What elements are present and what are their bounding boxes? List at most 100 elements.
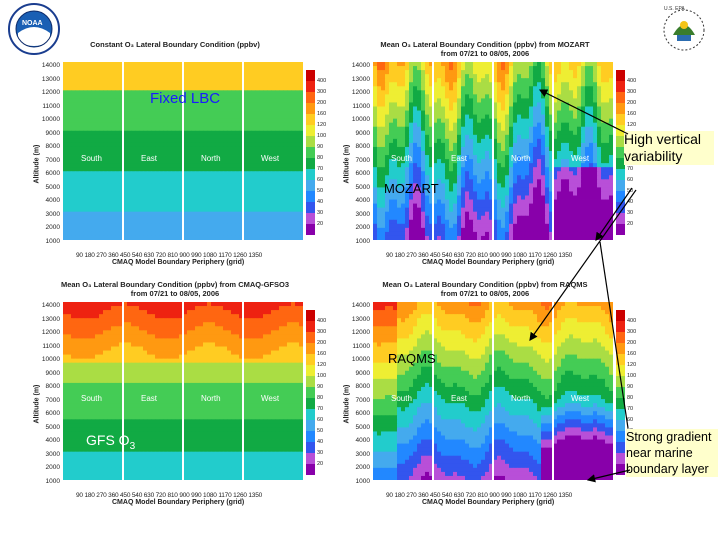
heatmap-cell bbox=[239, 175, 244, 180]
heatmap-cell bbox=[111, 207, 116, 213]
heatmap-cell bbox=[107, 86, 112, 91]
heatmap-cell bbox=[67, 134, 72, 140]
heatmap-cell bbox=[601, 146, 606, 152]
heatmap-cell bbox=[597, 62, 602, 67]
heatmap-cell bbox=[389, 199, 394, 204]
heatmap-cell bbox=[509, 70, 514, 75]
heatmap-cell bbox=[481, 118, 486, 124]
heatmap-cell bbox=[75, 227, 80, 233]
heatmap-cell bbox=[239, 62, 244, 67]
heatmap-cell bbox=[501, 90, 506, 95]
heatmap-cell bbox=[549, 175, 554, 180]
heatmap-cell bbox=[597, 191, 602, 196]
heatmap-cell bbox=[207, 94, 212, 99]
heatmap-cell bbox=[191, 62, 196, 67]
heatmap-cell bbox=[223, 167, 228, 172]
heatmap-cell bbox=[235, 159, 240, 164]
heatmap-cell bbox=[199, 227, 204, 233]
heatmap-cell bbox=[111, 151, 116, 156]
heatmap-cell bbox=[541, 211, 546, 217]
heatmap-cell bbox=[565, 199, 570, 204]
heatmap-cell bbox=[91, 175, 96, 180]
heatmap-cell bbox=[469, 163, 474, 168]
heatmap-cell bbox=[143, 167, 148, 172]
heatmap-cell bbox=[533, 74, 538, 79]
heatmap-cell bbox=[445, 191, 450, 196]
heatmap-cell bbox=[155, 187, 160, 192]
heatmap-cell bbox=[291, 90, 296, 95]
heatmap-cell bbox=[405, 171, 410, 176]
heatmap-cell bbox=[75, 191, 80, 196]
heatmap-cell bbox=[163, 151, 168, 156]
heatmap-cell bbox=[279, 171, 284, 176]
heatmap-cell bbox=[557, 102, 562, 107]
heatmap-cell bbox=[581, 179, 586, 184]
heatmap-cell bbox=[497, 74, 502, 79]
heatmap-cell bbox=[143, 82, 148, 87]
heatmap-cell bbox=[537, 90, 542, 95]
heatmap-cell bbox=[401, 110, 406, 115]
heatmap-cell bbox=[215, 74, 220, 79]
heatmap-cell bbox=[417, 126, 422, 132]
heatmap-cell bbox=[433, 118, 438, 124]
heatmap-cell bbox=[63, 163, 68, 168]
heatmap-cell bbox=[295, 82, 300, 87]
heatmap-cell bbox=[565, 207, 570, 213]
heatmap-cell bbox=[569, 78, 574, 83]
heatmap-cell bbox=[103, 151, 108, 156]
heatmap-cell bbox=[541, 122, 546, 128]
heatmap-cell bbox=[131, 126, 136, 132]
heatmap-cell bbox=[295, 155, 300, 160]
heatmap-cell bbox=[457, 203, 462, 209]
heatmap-cell bbox=[247, 235, 252, 240]
heatmap-cell bbox=[71, 215, 76, 221]
heatmap-cell bbox=[159, 207, 164, 213]
heatmap-cell bbox=[449, 167, 454, 172]
heatmap-cell bbox=[147, 122, 152, 128]
heatmap-cell bbox=[159, 159, 164, 164]
heatmap-cell bbox=[179, 70, 184, 75]
heatmap-cell bbox=[175, 231, 180, 237]
heatmap-cell bbox=[251, 167, 256, 172]
heatmap-cell bbox=[235, 235, 240, 240]
heatmap-cell bbox=[509, 171, 514, 176]
heatmap-cell bbox=[477, 130, 482, 136]
heatmap-cell bbox=[481, 86, 486, 91]
heatmap-cell bbox=[263, 114, 268, 120]
heatmap-cell bbox=[469, 118, 474, 124]
heatmap-cell bbox=[67, 207, 72, 213]
heatmap-cell bbox=[151, 219, 156, 225]
heatmap-cell bbox=[107, 199, 112, 204]
heatmap-cell bbox=[509, 122, 514, 128]
heatmap-cell bbox=[259, 90, 264, 95]
heatmap-cell bbox=[477, 142, 482, 148]
heatmap-cell bbox=[195, 114, 200, 120]
heatmap-cell bbox=[67, 66, 72, 71]
heatmap-cell bbox=[441, 203, 446, 209]
heatmap-cell bbox=[195, 98, 200, 103]
heatmap-cell bbox=[509, 134, 514, 140]
heatmap-cell bbox=[271, 151, 276, 156]
heatmap-cell bbox=[433, 163, 438, 168]
heatmap-cell bbox=[267, 74, 272, 79]
heatmap-cell bbox=[537, 110, 542, 115]
heatmap-cell bbox=[271, 146, 276, 152]
heatmap-cell bbox=[255, 231, 260, 237]
heatmap-cell bbox=[211, 130, 216, 136]
heatmap-cell bbox=[445, 70, 450, 75]
heatmap-cell bbox=[505, 114, 510, 120]
heatmap-cell bbox=[231, 183, 236, 188]
heatmap-cell bbox=[465, 199, 470, 204]
heatmap-cell bbox=[263, 66, 268, 71]
heatmap-cell bbox=[171, 106, 176, 111]
heatmap-cell bbox=[267, 110, 272, 115]
heatmap-cell bbox=[561, 106, 566, 111]
heatmap-cell bbox=[235, 223, 240, 229]
heatmap-cell bbox=[421, 203, 426, 209]
heatmap-cell bbox=[267, 179, 272, 184]
heatmap-cell bbox=[123, 62, 128, 67]
heatmap-cell bbox=[199, 183, 204, 188]
heatmap-cell bbox=[517, 187, 522, 192]
heatmap-cell bbox=[437, 126, 442, 132]
heatmap-cell bbox=[589, 175, 594, 180]
